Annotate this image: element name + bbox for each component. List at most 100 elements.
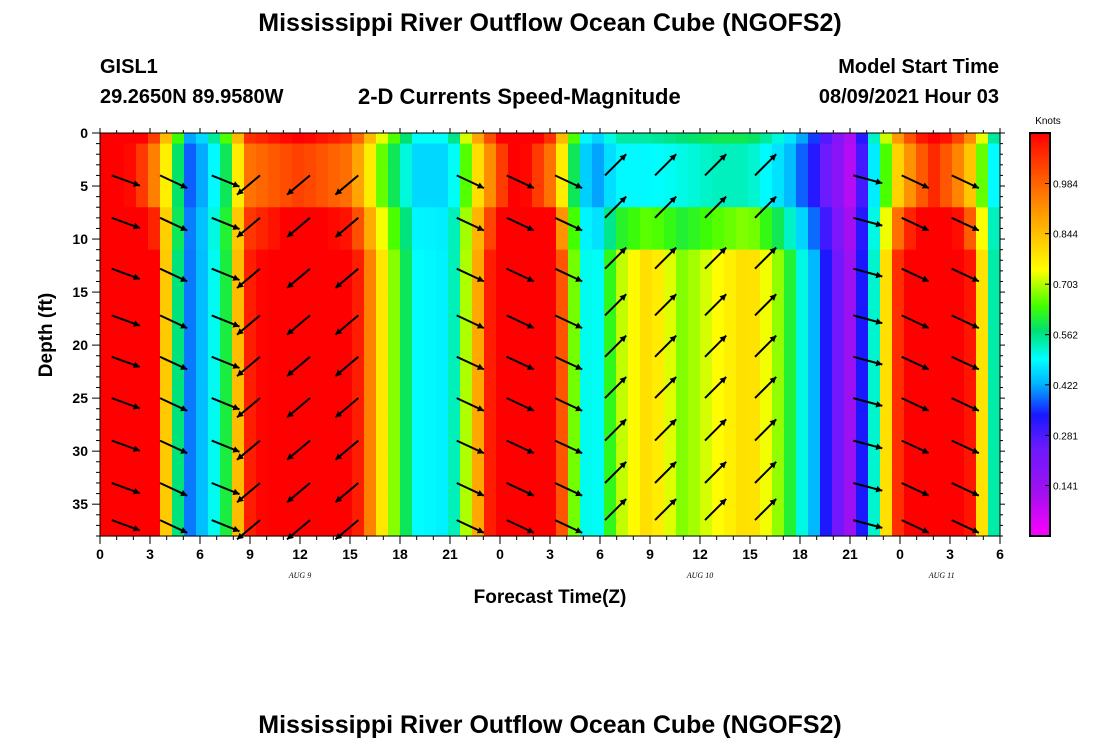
- heatmap-cell: [556, 249, 569, 261]
- heatmap-cell: [976, 334, 989, 346]
- heatmap-cell: [268, 493, 281, 505]
- heatmap-cell: [796, 514, 809, 526]
- heatmap-cell: [316, 260, 329, 272]
- heatmap-cell: [916, 525, 929, 537]
- heatmap-cell: [268, 345, 281, 357]
- heatmap-cell: [352, 270, 365, 283]
- heatmap-cell: [664, 302, 677, 314]
- heatmap-cell: [376, 387, 389, 399]
- heatmap-cell: [196, 154, 209, 166]
- heatmap-cell: [592, 228, 605, 240]
- heatmap-cell: [856, 440, 869, 452]
- heatmap-cell: [664, 514, 677, 526]
- heatmap-cell: [292, 355, 305, 367]
- heatmap-cell: [460, 270, 473, 283]
- heatmap-cell: [184, 387, 197, 399]
- heatmap-cell: [796, 493, 809, 505]
- heatmap-cell: [436, 345, 449, 357]
- heatmap-cell: [856, 504, 869, 516]
- heatmap-cell: [400, 249, 413, 261]
- heatmap-cell: [568, 292, 581, 304]
- heatmap-cell: [280, 186, 293, 198]
- heatmap-cell: [400, 451, 413, 463]
- heatmap-cell: [508, 504, 521, 516]
- heatmap-cell: [364, 514, 377, 526]
- heatmap-cell: [844, 281, 857, 293]
- heatmap-cell: [832, 387, 845, 399]
- heatmap-cell: [904, 334, 917, 346]
- heatmap-cell: [340, 323, 353, 336]
- heatmap-cell: [592, 207, 605, 219]
- heatmap-cells: [100, 133, 1001, 537]
- heatmap-cell: [292, 154, 305, 166]
- heatmap-cell: [640, 366, 653, 378]
- heatmap-cell: [904, 133, 917, 145]
- heatmap-cell: [904, 429, 917, 442]
- heatmap-cell: [604, 408, 617, 420]
- heatmap-cell: [388, 249, 401, 261]
- heatmap-cell: [496, 334, 509, 346]
- heatmap-cell: [556, 239, 569, 251]
- heatmap-cell: [808, 504, 821, 516]
- heatmap-cell: [136, 345, 149, 357]
- heatmap-cell: [448, 154, 461, 166]
- heatmap-cell: [280, 196, 293, 208]
- heatmap-cell: [316, 207, 329, 219]
- heatmap-cell: [628, 270, 641, 283]
- heatmap-cell: [256, 345, 269, 357]
- heatmap-cell: [964, 292, 977, 304]
- current-vector-head: [476, 275, 484, 282]
- current-vector-head: [287, 328, 294, 335]
- heatmap-cell: [688, 429, 701, 442]
- heatmap-cell: [220, 186, 233, 198]
- heatmap-cell: [880, 217, 893, 230]
- heatmap-cell: [436, 217, 449, 230]
- heatmap-cell: [784, 366, 797, 378]
- heatmap-cell: [712, 525, 725, 537]
- heatmap-cell: [760, 207, 773, 219]
- heatmap-cell: [364, 207, 377, 219]
- heatmap-cell: [628, 302, 641, 314]
- heatmap-cell: [640, 175, 653, 187]
- heatmap-cell: [100, 302, 113, 314]
- heatmap-cell: [712, 175, 725, 187]
- heatmap-cell: [580, 440, 593, 452]
- heatmap-cell: [784, 154, 797, 166]
- heatmap-cell: [628, 482, 641, 495]
- heatmap-cell: [724, 228, 737, 240]
- heatmap-cell: [124, 482, 137, 495]
- heatmap-cell: [280, 472, 293, 484]
- heatmap-cell: [448, 186, 461, 198]
- heatmap-cell: [568, 429, 581, 442]
- heatmap-cell: [940, 472, 953, 484]
- heatmap-cell: [292, 345, 305, 357]
- heatmap-cell: [832, 281, 845, 293]
- current-vector-head: [669, 461, 677, 469]
- heatmap-cell: [628, 196, 641, 208]
- heatmap-cell: [232, 133, 245, 145]
- heatmap-cell: [436, 186, 449, 198]
- heatmap-cell: [220, 504, 233, 516]
- heatmap-cell: [460, 133, 473, 145]
- heatmap-cell: [712, 451, 725, 463]
- heatmap-cell: [160, 366, 173, 378]
- heatmap-cell: [856, 249, 869, 261]
- heatmap-cell: [724, 429, 737, 442]
- heatmap-cell: [352, 217, 365, 230]
- heatmap-cell: [160, 472, 173, 484]
- heatmap-cell: [796, 398, 809, 410]
- heatmap-cell: [448, 302, 461, 314]
- heatmap-cell: [376, 525, 389, 537]
- heatmap-cell: [256, 302, 269, 314]
- heatmap-cell: [340, 175, 353, 187]
- heatmap-cell: [520, 133, 533, 145]
- heatmap-cell: [544, 504, 557, 516]
- heatmap-cell: [520, 196, 533, 208]
- heatmap-cell: [136, 239, 149, 251]
- heatmap-cell: [676, 260, 689, 272]
- heatmap-cell: [196, 260, 209, 272]
- heatmap-cell: [808, 355, 821, 367]
- heatmap-cell: [820, 419, 833, 431]
- heatmap-cell: [832, 207, 845, 219]
- heatmap-cell: [100, 313, 113, 325]
